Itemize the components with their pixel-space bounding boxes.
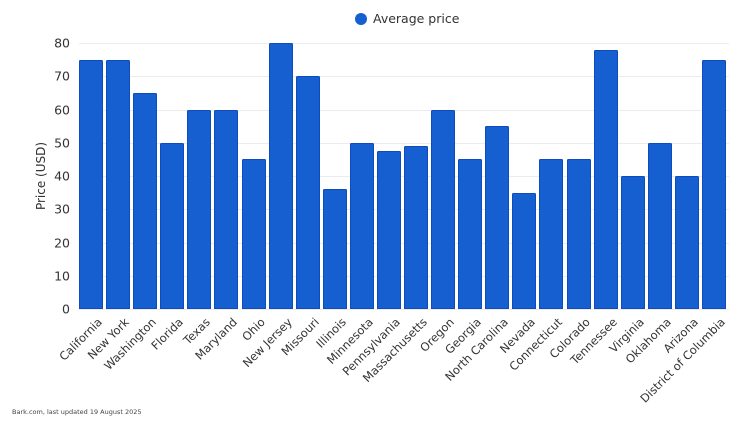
bar[interactable] bbox=[295, 76, 320, 309]
bar[interactable] bbox=[485, 126, 510, 309]
y-tick-label: 70 bbox=[54, 68, 70, 84]
legend-marker-icon bbox=[355, 12, 367, 25]
bar[interactable] bbox=[187, 109, 212, 309]
y-tick-label: 10 bbox=[54, 268, 70, 284]
gridline bbox=[79, 143, 729, 144]
footer-source: Bark.com, last updated 19 August 2025 bbox=[12, 408, 142, 416]
bar[interactable] bbox=[701, 59, 726, 309]
bar[interactable] bbox=[620, 176, 645, 309]
y-tick-label: 60 bbox=[54, 102, 70, 117]
bar[interactable] bbox=[539, 159, 564, 309]
bar[interactable] bbox=[512, 192, 537, 309]
bar[interactable] bbox=[106, 59, 131, 309]
bar[interactable] bbox=[349, 142, 374, 309]
bar[interactable] bbox=[160, 142, 185, 309]
y-tick-label: 30 bbox=[54, 201, 70, 217]
bar[interactable] bbox=[647, 142, 672, 309]
bar[interactable] bbox=[674, 176, 699, 309]
legend[interactable]: Average price bbox=[355, 11, 459, 26]
gridline bbox=[79, 76, 729, 77]
gridline bbox=[79, 43, 729, 44]
bar[interactable] bbox=[133, 92, 158, 309]
y-axis-label: Price (USD) bbox=[34, 141, 48, 211]
gridline bbox=[79, 309, 729, 310]
y-tick-label: 40 bbox=[54, 168, 70, 184]
bar[interactable] bbox=[322, 189, 347, 309]
bar[interactable] bbox=[241, 159, 266, 309]
y-tick-label: 20 bbox=[54, 235, 70, 250]
legend-label: Average price bbox=[373, 11, 460, 26]
bar[interactable] bbox=[566, 159, 591, 309]
bar[interactable] bbox=[431, 109, 456, 309]
bar[interactable] bbox=[214, 109, 239, 309]
bar[interactable] bbox=[376, 151, 401, 309]
y-tick-label: 0 bbox=[62, 301, 70, 317]
bar[interactable] bbox=[79, 59, 104, 309]
bar[interactable] bbox=[458, 159, 483, 309]
y-tick-label: 50 bbox=[54, 135, 70, 151]
bar[interactable] bbox=[404, 146, 429, 309]
y-tick-label: 80 bbox=[54, 35, 70, 51]
gridline bbox=[79, 110, 729, 111]
bar[interactable] bbox=[268, 43, 293, 309]
bar[interactable] bbox=[593, 49, 618, 309]
